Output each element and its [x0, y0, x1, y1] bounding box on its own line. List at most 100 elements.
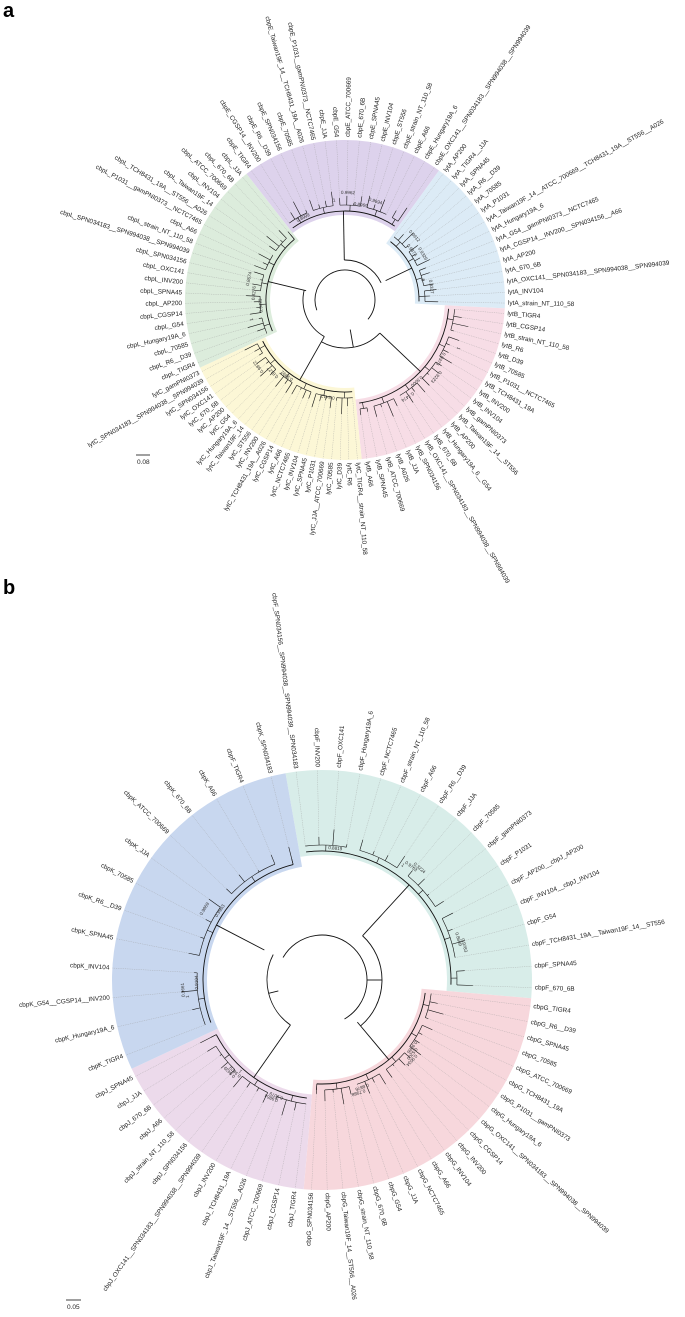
a-leaf-leader: [187, 272, 253, 285]
b-subclade-arc: [199, 907, 221, 956]
b-leaf-label-cbpJ: cbpJ_CGSP14: [266, 1187, 282, 1230]
a-leaf-label-cbpL: cbpL_G54: [154, 321, 185, 332]
a-subclade-arc: [259, 296, 262, 313]
b-leaf-label-cbpG: cbpG_JJA: [401, 1175, 419, 1206]
a-leaf-leader: [394, 173, 444, 237]
b-leaf-leader: [262, 1115, 283, 1182]
b-leaf-label-cbpF: cbpF_SPN034156__SPN994038__SPN994039__SP…: [270, 593, 299, 770]
a-tip-branch: [309, 199, 314, 211]
a-subclade-stem: [263, 323, 270, 327]
a-leaf-leader: [412, 402, 434, 434]
a-leaf-leader: [386, 155, 415, 215]
b-clade-cbpG-sector: [303, 988, 532, 1191]
a-tip-branch: [254, 265, 266, 271]
b-leaf-label-cbpF: cbpF_SPNA45: [534, 960, 577, 970]
b-subclade-stem: [411, 1032, 417, 1037]
a-leaf-leader: [397, 405, 416, 444]
b-tip-branch: [262, 1092, 268, 1103]
a-bootstrap-label: 0.8276: [251, 285, 257, 300]
a-tip-branch: [445, 343, 450, 346]
a-leaf-leader: [384, 151, 405, 200]
b-leaf-leader: [391, 1077, 445, 1151]
b-leaf-leader: [472, 985, 532, 988]
b-leaf-label-cbpG: cbpG_strain_NT_110_58: [355, 1189, 374, 1261]
a-clade-lytC-sector: [199, 337, 362, 460]
b-leaf-label-cbpF: cbpF_TCH8431_19A__Taiwan19F_14__ST556: [531, 919, 665, 948]
a-bootstrap-label: 1: [333, 197, 337, 202]
a-tip-branch: [424, 289, 437, 292]
b-leaf-leader: [369, 1093, 404, 1174]
b-subclade-stem: [418, 890, 424, 895]
b-leaf-leader: [424, 832, 472, 880]
b-tip-branch: [340, 1088, 345, 1105]
a-tip-branch: [411, 253, 416, 257]
a-leaf-leader: [346, 140, 349, 197]
a-leaf-leader: [433, 271, 503, 285]
a-subclade-stem: [280, 244, 286, 249]
a-clade-cbpL-base-arc: [265, 238, 295, 332]
b-leaf-leader: [175, 1074, 231, 1131]
b-tip-branch: [398, 1058, 406, 1066]
a-clade-cbpL-sector: [185, 173, 299, 368]
b-tip-branch: [226, 888, 232, 894]
b-tip-branch: [409, 1046, 422, 1056]
b-leaf-leader: [201, 1087, 248, 1153]
b-clade-cbpF-stem: [362, 884, 410, 937]
b-tip-branch: [414, 1039, 420, 1044]
b-leaf-leader: [346, 773, 361, 845]
a-leaf-leader: [191, 327, 248, 344]
b-leaf-label-cbpG: cbpG_70585: [521, 1050, 558, 1069]
a-leaf-leader: [331, 400, 337, 460]
a-tip-branch: [275, 376, 284, 387]
a-leaf-label-cbpL: cbpL_SPNA45: [140, 288, 183, 297]
b-tip-branch: [429, 1001, 438, 1004]
a-tip-branch: [258, 253, 271, 261]
a-tip-branch: [269, 369, 276, 376]
b-leaf-label-cbpF: cbpF_70585: [471, 803, 502, 833]
a-clade-cbpE-stem: [342, 211, 345, 261]
a-leaf-label-cbpE: cbpE_670_6B: [356, 97, 367, 138]
a-leaf-leader: [429, 230, 490, 260]
a-tip-branch: [419, 267, 426, 271]
b-leaf-leader: [464, 966, 532, 971]
b-leaf-label-cbpK: cbpK_ATCC_700669: [122, 789, 171, 836]
a-leaf-leader: [393, 416, 407, 448]
a-tip-branch: [373, 406, 378, 417]
b-leaf-leader: [153, 1055, 221, 1106]
b-leaf-label-cbpJ: cbpJ_Taiwan19F_14__ST556__A026: [204, 1177, 249, 1279]
b-leaf-label-cbpF: cbpF_G54: [526, 912, 557, 927]
a-tip-branch: [393, 398, 398, 406]
a-subclade-stem: [439, 343, 445, 347]
b-subclade-arc: [359, 850, 398, 869]
b-tip-branch: [207, 1045, 217, 1052]
b-leaf-leader: [163, 1068, 222, 1119]
a-bootstrap-label: 1: [420, 278, 426, 282]
a-tip-branch: [435, 361, 442, 367]
a-clade-lytA-stem: [385, 267, 412, 282]
b-leaf-leader: [216, 798, 259, 871]
b-tip-branch: [332, 829, 335, 846]
b-leaf-label-cbpK: cbpK_SPNA45: [71, 926, 115, 941]
a-leaf-leader: [425, 240, 494, 268]
b-tip-branch: [238, 874, 245, 883]
b-leaf-label-cbpG: cbpG_TIGR4: [533, 1003, 572, 1015]
a-tip-branch: [253, 289, 261, 292]
a-tip-branch: [329, 397, 332, 409]
b-subclade-stem: [254, 1079, 258, 1086]
a-clade-cbpE-base-arc: [292, 210, 395, 229]
a-leaf-leader: [302, 145, 319, 205]
a-leaf-leader: [185, 301, 255, 304]
a-tip-branch: [416, 382, 426, 393]
b-subclade-stem: [444, 937, 451, 940]
b-leaf-label-cbpF: cbpF_OXC141: [336, 725, 346, 768]
a-leaf-leader: [437, 301, 505, 304]
b-leaf-label-cbpK: cbpK_INV104: [70, 962, 110, 971]
b-leaf-leader: [452, 884, 510, 914]
b-bootstrap-label: 1: [185, 995, 190, 999]
a-clade-lytC-base-arc: [262, 340, 353, 393]
a-leaf-leader: [250, 170, 290, 224]
a-leaf-leader: [424, 260, 501, 281]
a-tip-branch: [331, 191, 334, 206]
a-leaf-leader: [201, 349, 245, 372]
b-tip-branch: [188, 952, 200, 956]
